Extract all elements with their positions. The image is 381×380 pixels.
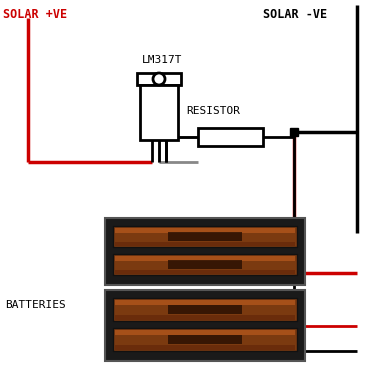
Bar: [137, 73, 181, 85]
Bar: [140, 85, 178, 140]
Bar: [105, 218, 305, 285]
Bar: [105, 290, 305, 361]
Bar: [168, 260, 242, 269]
Text: SOLAR -VE: SOLAR -VE: [263, 8, 327, 21]
Text: LM317T: LM317T: [142, 55, 182, 65]
Bar: [113, 328, 297, 351]
Bar: [115, 242, 295, 246]
Bar: [115, 315, 295, 320]
Bar: [168, 233, 242, 241]
Bar: [115, 256, 295, 261]
Bar: [115, 299, 295, 306]
Bar: [113, 298, 297, 321]
Circle shape: [153, 73, 165, 85]
Text: SOLAR +VE: SOLAR +VE: [3, 8, 67, 21]
Bar: [113, 254, 297, 275]
Bar: [113, 226, 297, 247]
Bar: [290, 128, 298, 136]
Bar: [115, 345, 295, 350]
Bar: [168, 305, 242, 314]
Bar: [115, 228, 295, 233]
Text: RESISTOR: RESISTOR: [186, 106, 240, 116]
Bar: [198, 128, 263, 146]
Text: BATTERIES: BATTERIES: [5, 299, 66, 310]
Bar: [115, 270, 295, 274]
Bar: [168, 334, 242, 344]
Bar: [115, 329, 295, 336]
